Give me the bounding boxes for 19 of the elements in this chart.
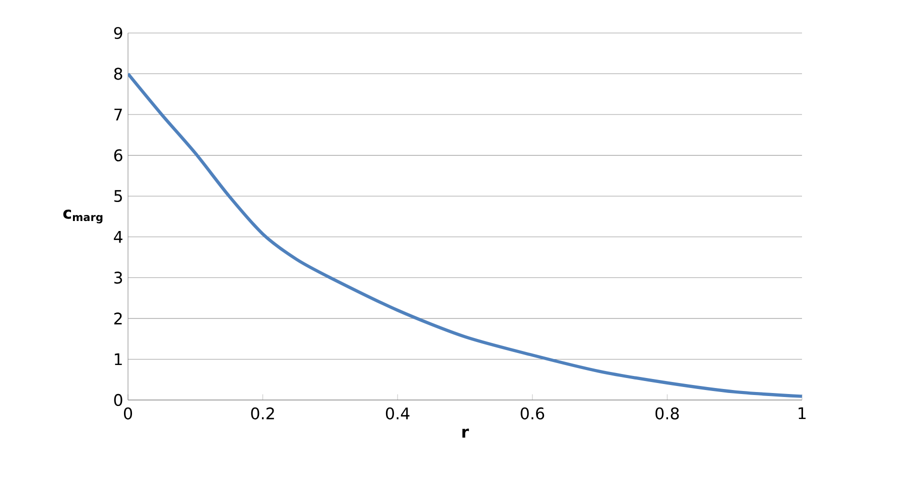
y-tick-label: 8 (114, 68, 122, 80)
y-tick-label: 6 (114, 149, 122, 162)
y-tick-label: 5 (114, 190, 122, 202)
y-tick-label: 2 (114, 312, 122, 324)
x-tick-label: 0.4 (386, 407, 410, 420)
x-tick-label: 0.2 (251, 407, 274, 420)
line-series (128, 72, 802, 398)
y-tick-label: 1 (114, 353, 122, 366)
y-tick-label: 3 (114, 272, 122, 284)
x-tick-label: 1 (798, 407, 806, 420)
y-tick-label: 4 (114, 231, 122, 243)
y-tick-label: 0 (114, 394, 122, 406)
y-tick-label: 9 (114, 26, 122, 40)
x-tick-label: 0 (124, 407, 132, 420)
x-tick-label: 0.6 (520, 407, 544, 420)
y-tick-label: 7 (114, 108, 122, 120)
x-axis-title: r (462, 428, 469, 438)
y-axis-title: c$_{marg}$ (63, 210, 102, 224)
x-tick-label: 0.8 (656, 407, 679, 420)
